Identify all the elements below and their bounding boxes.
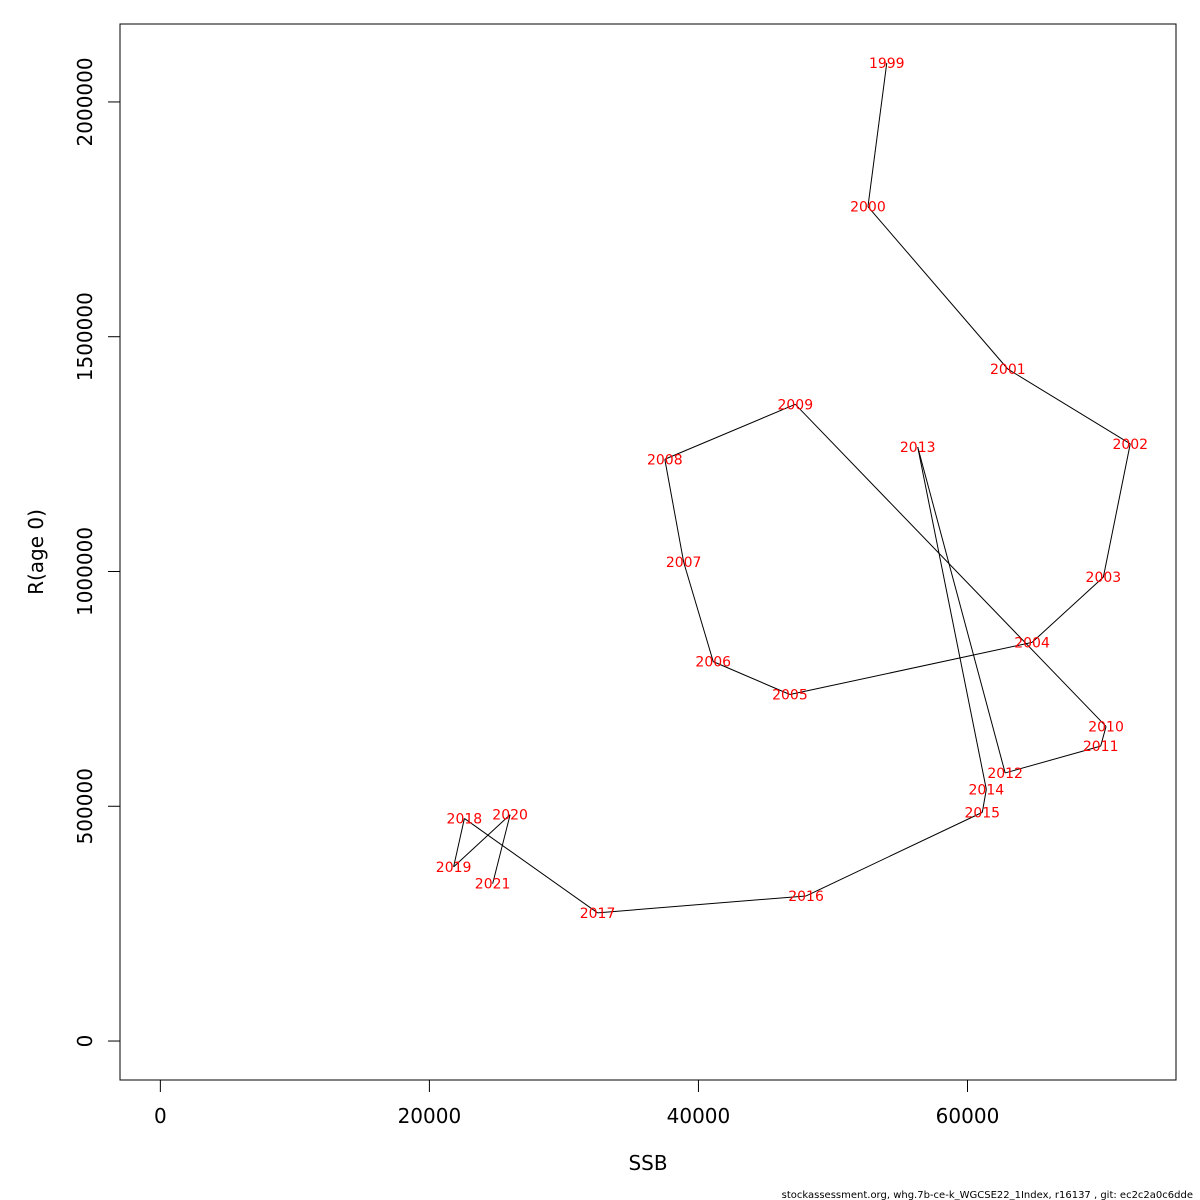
segment-2019-2020 [453,814,511,868]
year-label-2001: 2001 [990,362,1026,378]
x-tick-label: 40000 [667,1104,731,1128]
year-label-2013: 2013 [900,440,936,456]
x-axis: 0 20000 40000 60000 [154,1079,1000,1128]
year-label-2003: 2003 [1086,570,1122,586]
segment-2001-2002 [1007,368,1131,445]
segment-2007-2008 [664,459,685,563]
year-label-2005: 2005 [772,688,808,704]
year-label-2017: 2017 [580,906,616,922]
segment-2015-2016 [805,811,983,897]
segment-2011-2012 [1005,745,1101,774]
year-label-2014: 2014 [969,782,1005,798]
x-tick-label: 20000 [398,1104,462,1128]
y-tick-label: 0 [73,1035,97,1048]
y-tick-label: 1500000 [73,292,97,381]
year-label-2021: 2021 [475,877,511,893]
y-tick-label: 1000000 [73,527,97,616]
plot-frame [119,23,1177,1081]
year-label-2016: 2016 [788,889,824,905]
year-label-2010: 2010 [1088,719,1124,735]
y-tick-label: 500000 [73,768,97,844]
segment-2003-2004 [1031,576,1104,643]
x-tick-label: 0 [154,1104,167,1128]
segment-2017-2018 [464,818,598,914]
footer-note: stockassessment.org, whg.7b-ce-k_WGCSE22… [782,1190,1193,1200]
y-tick-label: 2000000 [73,57,97,146]
segment-2006-2007 [683,561,714,662]
year-label-2018: 2018 [447,811,483,827]
year-label-2019: 2019 [436,860,472,876]
year-label-2020: 2020 [492,808,528,824]
segment-2018-2019 [453,818,465,867]
segment-2002-2003 [1102,443,1131,578]
year-label-2007: 2007 [666,555,702,571]
year-label-2006: 2006 [695,655,731,671]
year-label-2000: 2000 [850,200,886,216]
year-label-2012: 2012 [987,766,1023,782]
segment-2020-2021 [492,814,511,884]
year-label-2009: 2009 [777,397,813,413]
year-label-2015: 2015 [964,805,1000,821]
y-axis-title: R(age 0) [24,509,48,595]
segment-1999-2000 [867,62,888,207]
year-label-2008: 2008 [647,452,683,468]
segment-2013-2014 [917,446,987,790]
segment-2010-2011 [1100,726,1107,747]
segment-2016-2017 [597,895,807,914]
segment-2014-2015 [981,789,987,813]
year-labels: 1999 2000 2001 2002 2003 2004 2005 2006 2007 2008… [436,56,1148,922]
year-label-2004: 2004 [1014,635,1050,651]
segment-2000-2001 [867,206,1009,370]
y-axis: 0 500000 1000000 1500000 2000000 [73,57,121,1048]
x-axis-title: SSB [628,1151,667,1175]
year-label-1999: 1999 [869,56,905,72]
trajectory-lines [453,62,1131,914]
segment-2005-2006 [713,661,791,695]
segment-2009-2010 [794,403,1107,727]
segment-2004-2005 [789,641,1033,695]
x-tick-label: 60000 [936,1104,1000,1128]
year-label-2011: 2011 [1083,739,1119,755]
year-label-2002: 2002 [1112,437,1148,453]
segment-2008-2009 [664,403,796,460]
segment-2012-2013 [917,446,1006,774]
